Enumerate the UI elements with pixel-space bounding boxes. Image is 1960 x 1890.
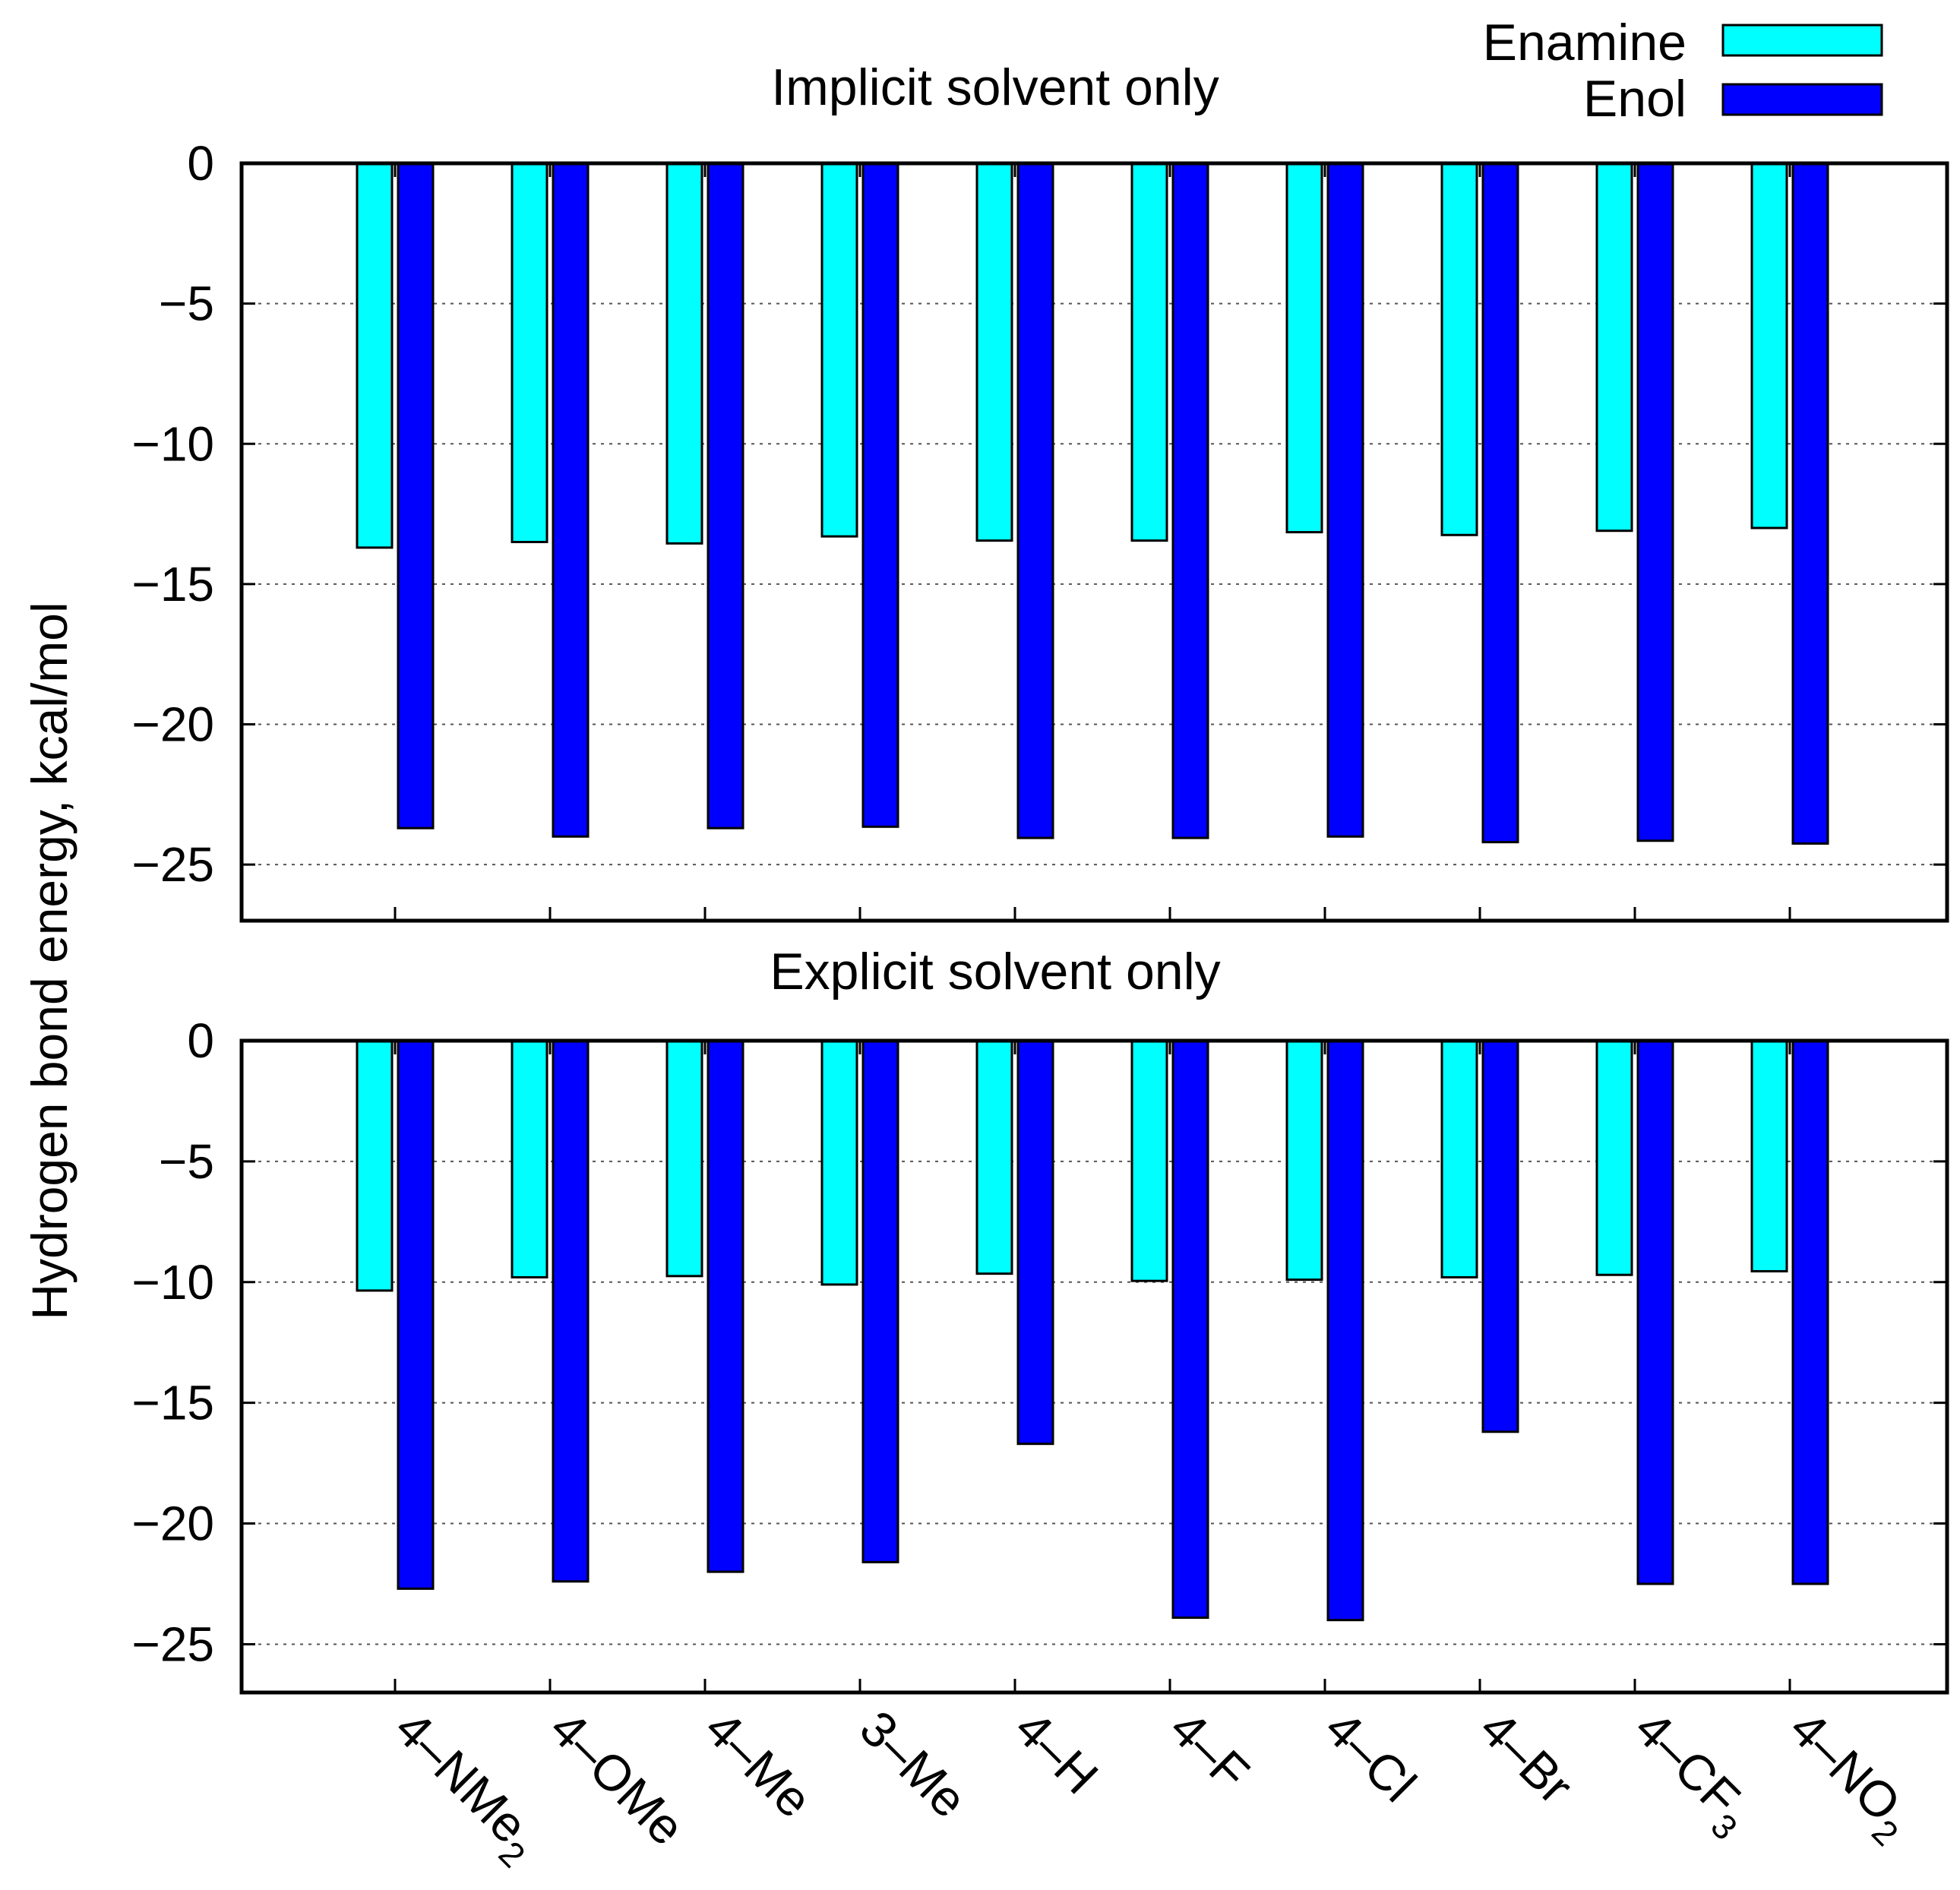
- y-tick-label: −10: [131, 1255, 214, 1310]
- bar-enol-3: [707, 162, 744, 830]
- bar-enol-1: [397, 162, 435, 830]
- x-tick-label: 4–Cl: [1314, 1700, 1427, 1813]
- bar-enamine-3: [665, 162, 703, 545]
- legend: Enamine Enol: [1483, 14, 1883, 128]
- legend-label-enamine: Enamine: [1483, 14, 1687, 71]
- y-tick-label: −5: [159, 277, 214, 331]
- bar-enamine-8: [1440, 162, 1478, 536]
- panel-title-implicit: Implicit solvent only: [771, 58, 1219, 116]
- legend-label-enol: Enol: [1583, 70, 1687, 128]
- bar-enol-6: [1171, 1039, 1209, 1619]
- bar-enamine-7: [1285, 162, 1323, 534]
- x-tick-label: 4–NMe2: [377, 1700, 552, 1876]
- bar-enamine-7: [1285, 1039, 1323, 1282]
- bar-enol-3: [707, 1039, 744, 1573]
- legend-swatch-enamine: [1721, 24, 1883, 57]
- bar-enol-2: [552, 162, 590, 838]
- y-tick-label: −5: [159, 1134, 214, 1189]
- y-tick-label: 0: [187, 136, 214, 191]
- y-tick-label: −10: [131, 416, 214, 471]
- bar-enamine-1: [356, 162, 394, 549]
- bar-enol-10: [1791, 1039, 1829, 1585]
- bar-enamine-6: [1130, 1039, 1168, 1282]
- y-tick-label: −20: [131, 1497, 214, 1551]
- y-axis-label: Hydrogen bond energy, kcal/mol: [21, 602, 77, 1320]
- bar-enol-5: [1016, 162, 1054, 839]
- panel-implicit-solvent: 0 −5 −10 −15 −20 −25: [131, 136, 1949, 923]
- x-tick-label: 4–Me: [694, 1700, 823, 1828]
- bar-enamine-1: [356, 1039, 394, 1292]
- y-tick-label: 0: [187, 1013, 214, 1068]
- panel-explicit-solvent: 0 −5 −10 −15 −20 −25: [131, 1013, 1949, 1695]
- bar-enol-5: [1016, 1039, 1054, 1446]
- x-tick-label: 4–F: [1159, 1700, 1260, 1801]
- x-tick-label: 4–OMe: [539, 1700, 695, 1856]
- y-tick-label: −20: [131, 697, 214, 752]
- bar-enamine-9: [1595, 1039, 1633, 1276]
- plot-frame: [239, 1038, 1949, 1695]
- y-tick-label: −25: [131, 837, 214, 892]
- plot-frame: [239, 161, 1949, 923]
- x-tick-label: 4–Br: [1469, 1700, 1584, 1815]
- x-tick-label: 4–CF3: [1617, 1700, 1764, 1847]
- bar-enol-8: [1481, 162, 1519, 844]
- y-tick-label: −15: [131, 557, 214, 612]
- x-tick-label: 4–H: [1004, 1700, 1109, 1805]
- bar-enamine-5: [975, 1039, 1013, 1275]
- bar-enamine-10: [1750, 162, 1788, 529]
- bar-enamine-8: [1440, 1039, 1478, 1278]
- bar-enamine-2: [511, 1039, 548, 1278]
- y-tick-label: −25: [131, 1617, 214, 1671]
- y-tick-label: −15: [131, 1376, 214, 1430]
- bar-enamine-3: [665, 1039, 703, 1278]
- bar-enol-1: [397, 1039, 435, 1590]
- bar-enamine-4: [820, 1039, 858, 1286]
- bar-enamine-10: [1750, 1039, 1788, 1272]
- bar-enamine-6: [1130, 162, 1168, 542]
- x-tick-label: 4–NO2: [1772, 1700, 1925, 1854]
- bar-enol-2: [552, 1039, 590, 1583]
- bar-enamine-5: [975, 162, 1013, 542]
- bar-enol-6: [1171, 162, 1209, 839]
- bar-enol-4: [861, 1039, 899, 1563]
- bar-enol-10: [1791, 162, 1829, 845]
- bar-enamine-2: [511, 162, 548, 543]
- x-tick-label: 3–Me: [849, 1700, 978, 1828]
- legend-swatch-enol: [1721, 83, 1883, 116]
- bar-enol-4: [861, 162, 899, 828]
- panel-title-explicit: Explicit solvent only: [770, 943, 1220, 1000]
- bar-enol-8: [1481, 1039, 1519, 1433]
- bar-enol-9: [1636, 162, 1674, 842]
- bar-enol-7: [1326, 162, 1364, 838]
- bar-enol-7: [1326, 1039, 1364, 1622]
- bar-enamine-4: [820, 162, 858, 538]
- bar-enamine-9: [1595, 162, 1633, 533]
- bar-enol-9: [1636, 1039, 1674, 1585]
